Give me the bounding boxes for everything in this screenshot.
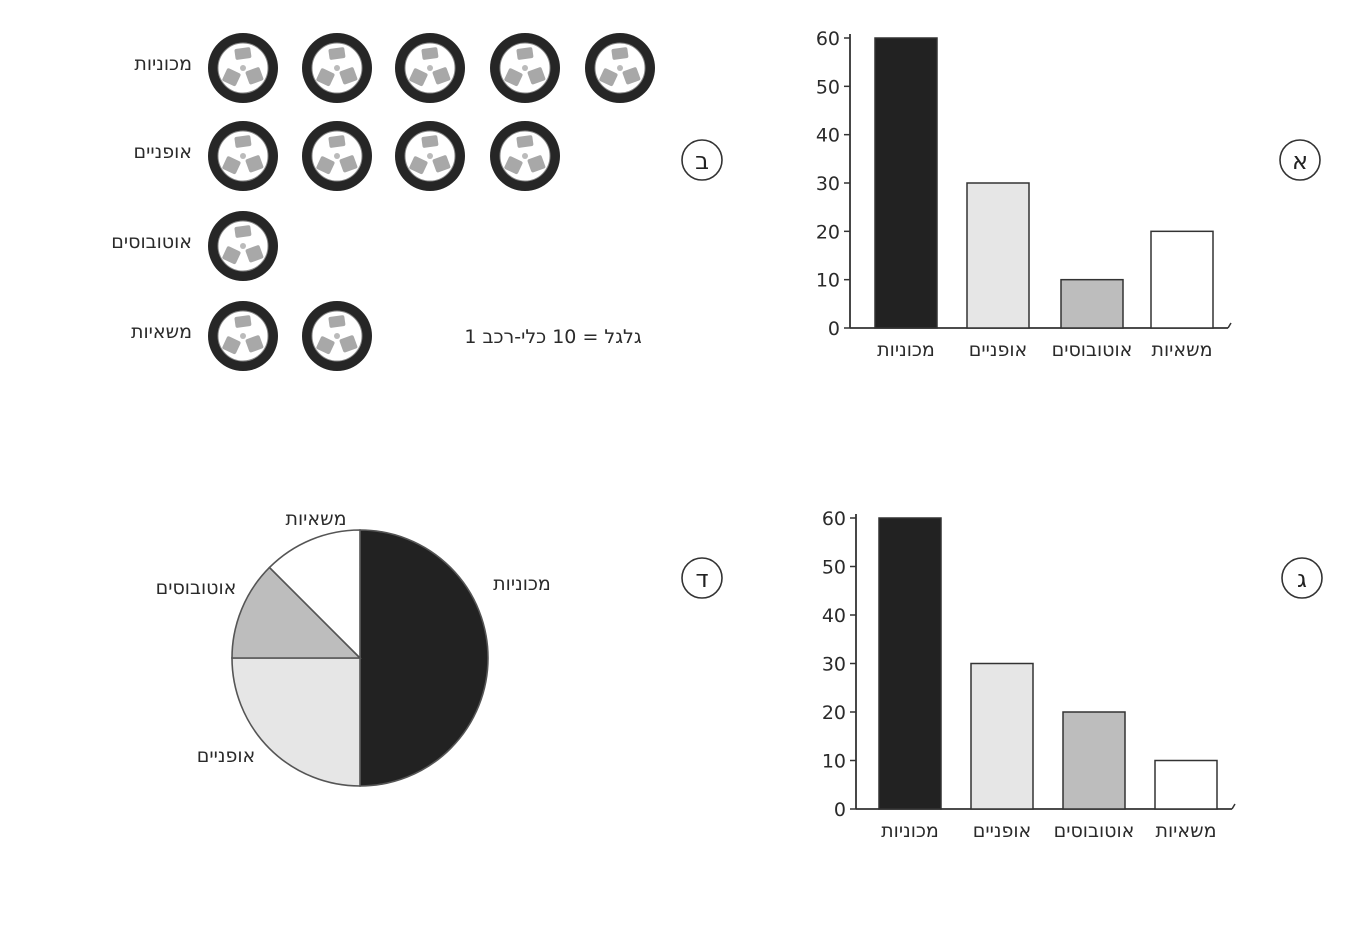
x-category-label: אוטובוסים [1052, 339, 1133, 361]
x-category-label: אוטובוסים [1054, 820, 1135, 842]
pie-slice [268, 529, 361, 660]
x-axis-end-tick [1231, 803, 1236, 810]
y-tick-label: 20 [816, 221, 840, 243]
y-tick-label: 50 [822, 557, 846, 579]
y-tick-label: 20 [822, 702, 846, 724]
wheel-icon [585, 33, 655, 103]
bar [874, 37, 938, 329]
y-tick-label: 10 [816, 270, 840, 292]
bar [1150, 230, 1214, 329]
pictograph-b: מכוניות אופניים אוטובוסים משאיות 1 גלגל = 10… [111, 33, 655, 371]
bar [966, 182, 1030, 329]
x-category-label: משאיות [1156, 820, 1217, 842]
panel-marker-a-label: א [1292, 147, 1308, 175]
y-tick-label: 0 [828, 318, 840, 340]
x-category-label: מכוניות [877, 339, 935, 361]
wheel-icon [490, 121, 560, 191]
pie-slice-label: מכוניות [493, 573, 551, 595]
panel-marker-g: ג [1281, 557, 1323, 599]
bar [1060, 278, 1124, 329]
panel-marker-b: ב [681, 139, 723, 181]
panel-marker-g-label: ג [1297, 565, 1307, 593]
wheel-icon [395, 121, 465, 191]
pie-slice-label: משאיות [286, 508, 347, 530]
x-category-label: מכוניות [881, 820, 939, 842]
y-tick-label: 50 [816, 76, 840, 98]
pictograph-row-label: אוטובוסים [111, 231, 192, 253]
x-category-label: אופניים [969, 339, 1027, 361]
x-category-label: משאיות [1152, 339, 1213, 361]
pie-slice [231, 657, 361, 787]
y-tick-label: 0 [834, 799, 846, 821]
wheel-icon [208, 301, 278, 371]
y-tick-label: 40 [816, 125, 840, 147]
pie-slice-label: אופניים [197, 745, 255, 767]
pictograph-legend: 1 גלגל = 10 כלי-רכב [464, 326, 642, 348]
bar-chart-g: 0 10 20 30 40 50 60 מכוניות אופניים אוטובוסים משאי… [822, 508, 1236, 842]
bar [1062, 711, 1126, 810]
wheel-icon [208, 33, 278, 103]
pie-slice [231, 566, 362, 659]
wheel-icon [302, 121, 372, 191]
pictograph-row-label: משאיות [131, 321, 192, 343]
panel-marker-d: ד [681, 557, 723, 599]
y-tick-label: 30 [822, 654, 846, 676]
pie-slice-label: אוטובוסים [156, 577, 237, 599]
bar-chart-a: 0 10 20 30 40 50 60 מכוניות אופניים אוטובוסים משאי… [816, 28, 1232, 361]
bar [1154, 759, 1218, 810]
wheel-icon [395, 33, 465, 103]
wheel-icon [208, 211, 278, 281]
panel-marker-d-label: ד [695, 565, 708, 593]
x-axis-end-tick [1227, 322, 1232, 329]
pie-slice [359, 529, 489, 787]
x-category-label: אופניים [973, 820, 1031, 842]
panel-marker-b-label: ב [695, 147, 709, 175]
y-tick-label: 40 [822, 605, 846, 627]
bar [878, 517, 942, 810]
wheel-icon [302, 301, 372, 371]
y-tick-label: 60 [822, 508, 846, 530]
y-tick-label: 10 [822, 751, 846, 773]
pictograph-row-label: מכוניות [134, 53, 192, 75]
y-tick-label: 60 [816, 28, 840, 50]
wheel-icon [302, 33, 372, 103]
panel-marker-a: א [1279, 139, 1321, 181]
bar [970, 662, 1034, 810]
pictograph-row-label: אופניים [134, 141, 192, 163]
pie-chart-d: מכוניות אופניים אוטובוסים משאיות [156, 508, 551, 787]
wheel-icon [490, 33, 560, 103]
wheel-icon [208, 121, 278, 191]
y-tick-label: 30 [816, 173, 840, 195]
